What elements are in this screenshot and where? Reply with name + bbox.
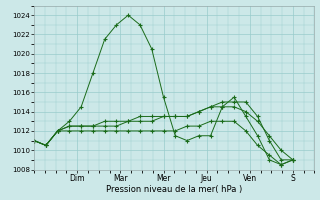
X-axis label: Pression niveau de la mer( hPa ): Pression niveau de la mer( hPa ) (106, 185, 243, 194)
